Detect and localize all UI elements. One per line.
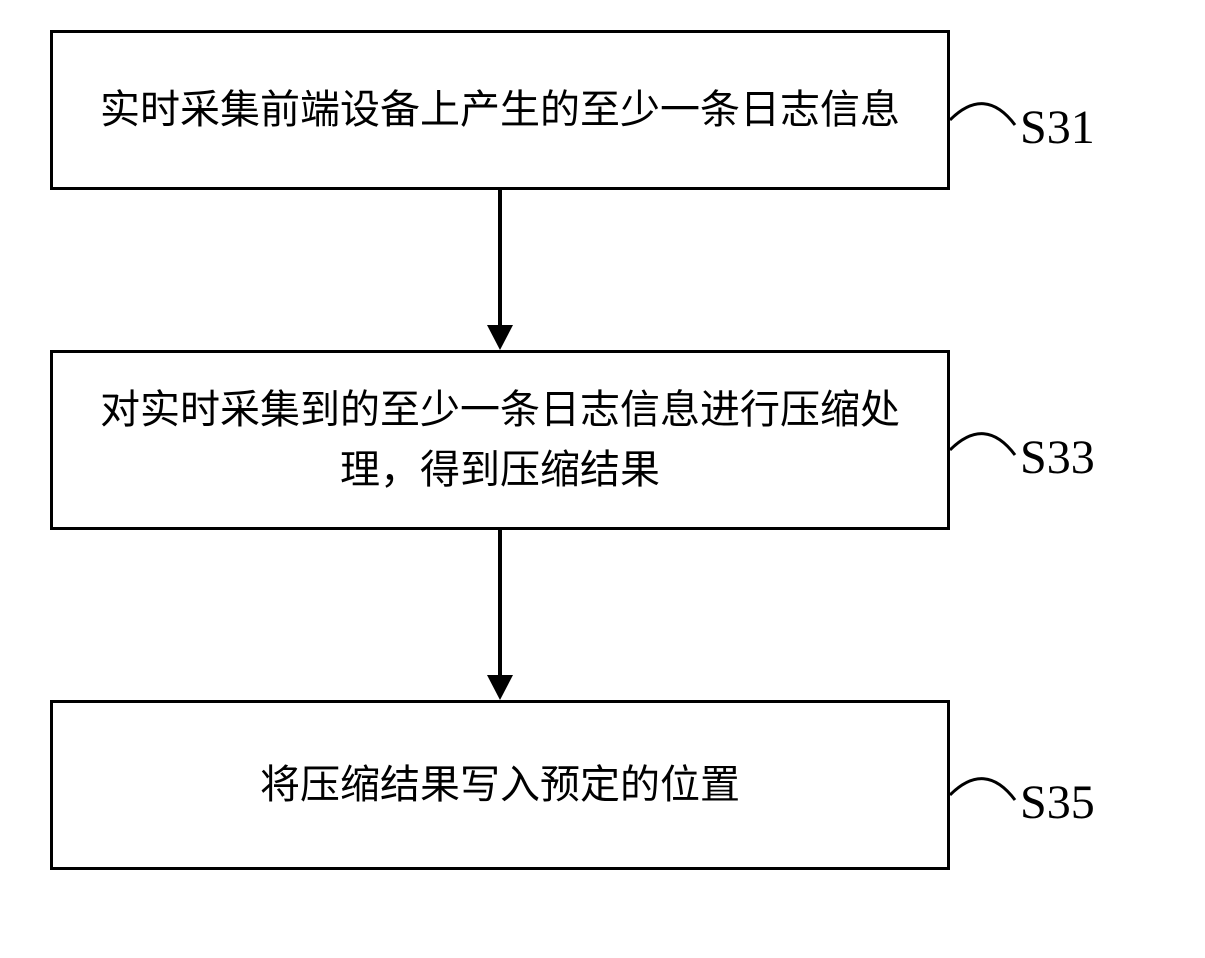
arrow-1-head [487,325,513,350]
connector-curve-3 [950,755,1020,815]
flowchart-container: 实时采集前端设备上产生的至少一条日志信息 S31 对实时采集到的至少一条日志信息… [0,0,1205,958]
arrow-2-head [487,675,513,700]
flow-step-2: 对实时采集到的至少一条日志信息进行压缩处理，得到压缩结果 [50,350,950,530]
flow-step-3-text: 将压缩结果写入预定的位置 [260,755,740,815]
flow-step-1-text: 实时采集前端设备上产生的至少一条日志信息 [100,80,900,140]
connector-curve-2 [950,410,1020,470]
connector-curve-1 [950,80,1020,140]
step-label-s35: S35 [1020,775,1095,830]
step-label-s33: S33 [1020,430,1095,485]
flow-step-2-text: 对实时采集到的至少一条日志信息进行压缩处理，得到压缩结果 [83,380,917,500]
flow-step-1: 实时采集前端设备上产生的至少一条日志信息 [50,30,950,190]
arrow-2-line [498,530,502,680]
step-label-s31: S31 [1020,100,1095,155]
arrow-1-line [498,190,502,330]
flow-step-3: 将压缩结果写入预定的位置 [50,700,950,870]
